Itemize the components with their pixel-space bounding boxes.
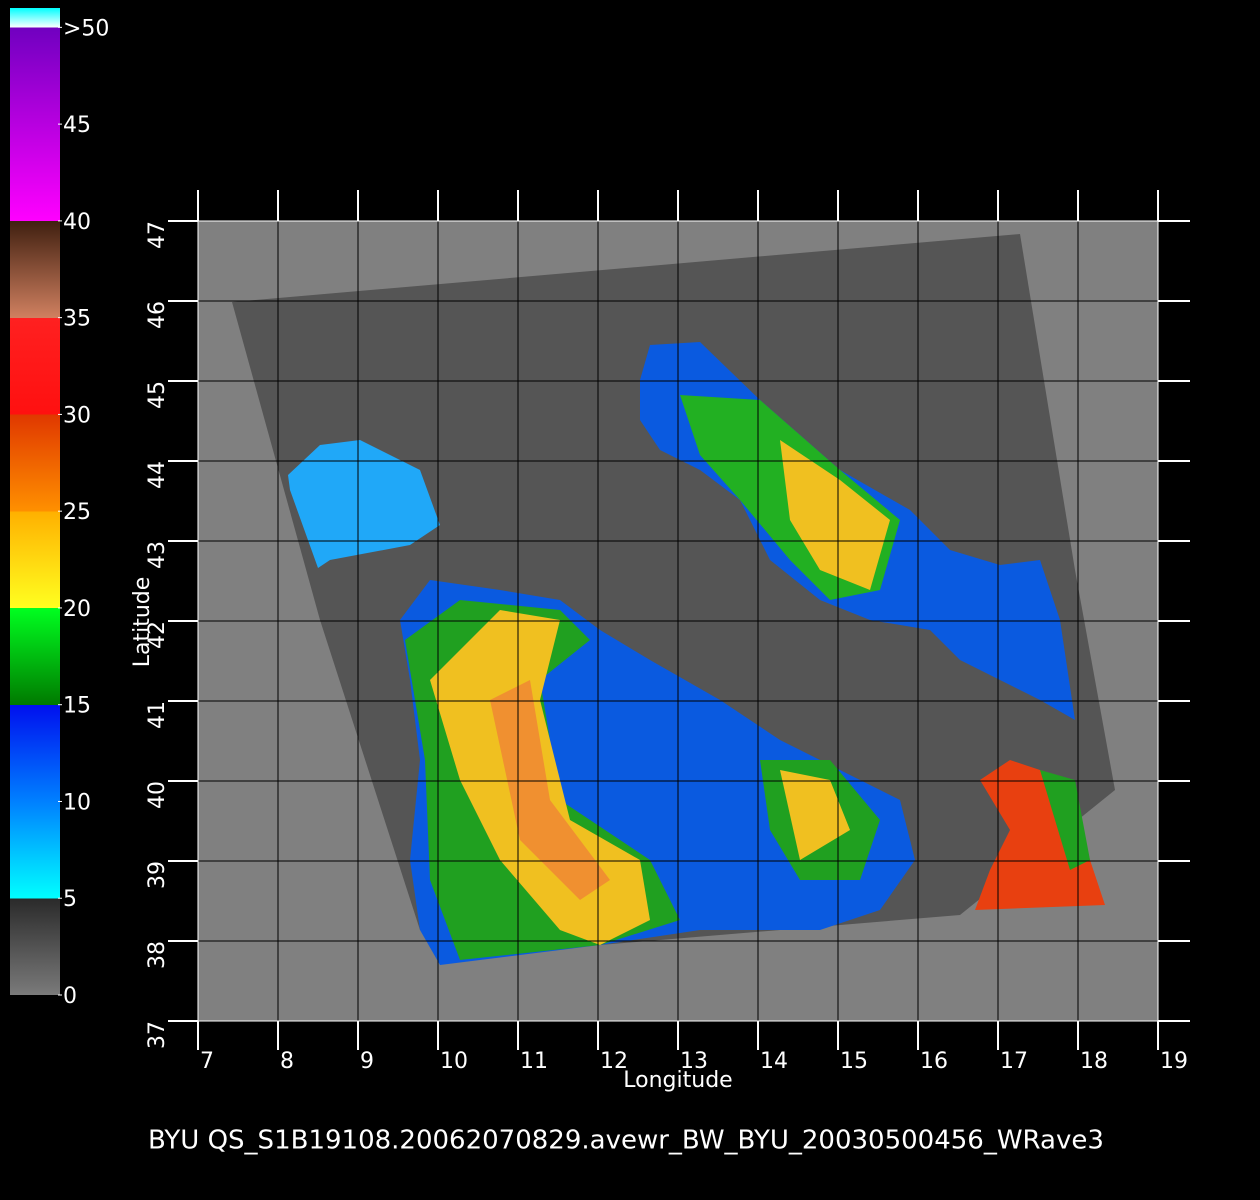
y-tick-label: 40 — [145, 781, 170, 809]
x-tick-label: 8 — [280, 1049, 294, 1074]
y-tick-label: 44 — [145, 461, 170, 489]
x-tick-label: 7 — [200, 1049, 214, 1074]
colorbar-label: >50 — [63, 16, 109, 41]
colorbar-label: 0 — [63, 984, 77, 1009]
y-tick-label: 47 — [145, 221, 170, 249]
x-tick-label: 14 — [760, 1049, 788, 1074]
x-tick-label: 12 — [600, 1049, 628, 1074]
colorbar-label: 20 — [63, 597, 91, 622]
colorbar-label: 5 — [63, 887, 77, 912]
colorbar-label: 15 — [63, 694, 91, 719]
grid — [197, 220, 1159, 1022]
colorbar-label: 10 — [63, 790, 91, 815]
y-tick-label: 45 — [145, 381, 170, 409]
y-tick-label: 38 — [145, 941, 170, 969]
plot-frame — [197, 220, 1159, 1022]
y-tick-label: 42 — [145, 621, 170, 649]
colorbar-label: 25 — [63, 500, 91, 525]
x-tick-label: 16 — [920, 1049, 948, 1074]
y-tick-label: 39 — [145, 861, 170, 889]
x-tick-label: 9 — [360, 1049, 374, 1074]
x-axis-label: Longitude — [623, 1068, 732, 1093]
y-axis-label: Latitude — [130, 577, 155, 668]
x-tick-label: 18 — [1080, 1049, 1108, 1074]
x-tick-label: 15 — [840, 1049, 868, 1074]
colorbar-label: 40 — [63, 210, 91, 235]
x-tick-label: 19 — [1160, 1049, 1188, 1074]
x-tick-label: 10 — [440, 1049, 468, 1074]
y-tick-label: 41 — [145, 701, 170, 729]
y-tick-label: 46 — [145, 301, 170, 329]
x-tick-label: 13 — [680, 1049, 708, 1074]
colorbar-label: 45 — [63, 113, 91, 138]
colorbar-label: 35 — [63, 307, 91, 332]
colorbar — [10, 8, 60, 995]
y-tick-label: 43 — [145, 541, 170, 569]
y-tick-label: 37 — [145, 1021, 170, 1049]
caption: BYU QS_S1B19108.20062070829.avewr_BW_BYU… — [148, 1126, 1104, 1156]
x-tick-label: 17 — [1000, 1049, 1028, 1074]
x-tick-label: 11 — [520, 1049, 548, 1074]
colorbar-label: 30 — [63, 403, 91, 428]
